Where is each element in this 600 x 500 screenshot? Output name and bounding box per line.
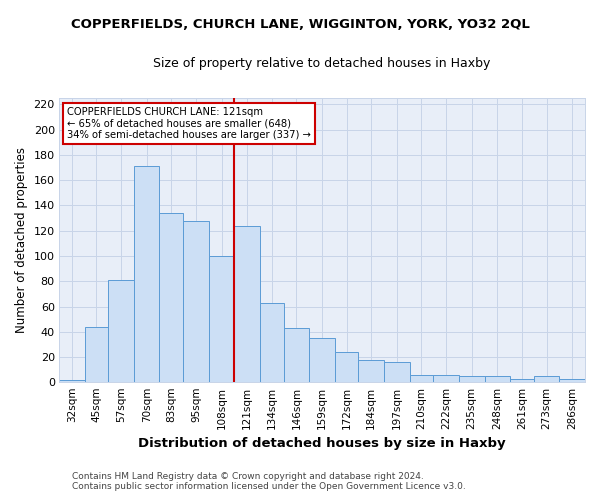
Y-axis label: Number of detached properties: Number of detached properties	[15, 147, 28, 333]
Bar	[235, 226, 260, 382]
Bar	[410, 375, 433, 382]
Text: COPPERFIELDS CHURCH LANE: 121sqm
← 65% of detached houses are smaller (648)
34% : COPPERFIELDS CHURCH LANE: 121sqm ← 65% o…	[67, 106, 311, 140]
Bar	[433, 375, 459, 382]
Bar	[108, 280, 134, 382]
X-axis label: Distribution of detached houses by size in Haxby: Distribution of detached houses by size …	[138, 437, 506, 450]
Bar	[335, 352, 358, 382]
Bar	[485, 376, 510, 382]
Bar	[284, 328, 309, 382]
Bar	[183, 220, 209, 382]
Bar	[209, 256, 235, 382]
Bar	[559, 378, 585, 382]
Text: Contains HM Land Registry data © Crown copyright and database right 2024.: Contains HM Land Registry data © Crown c…	[72, 472, 424, 481]
Title: Size of property relative to detached houses in Haxby: Size of property relative to detached ho…	[153, 58, 491, 70]
Bar	[309, 338, 335, 382]
Bar	[134, 166, 160, 382]
Text: COPPERFIELDS, CHURCH LANE, WIGGINTON, YORK, YO32 2QL: COPPERFIELDS, CHURCH LANE, WIGGINTON, YO…	[71, 18, 529, 30]
Bar	[534, 376, 559, 382]
Bar	[85, 327, 108, 382]
Bar	[510, 378, 534, 382]
Bar	[384, 362, 410, 382]
Bar	[459, 376, 485, 382]
Bar	[59, 380, 85, 382]
Bar	[160, 213, 183, 382]
Bar	[358, 360, 384, 382]
Text: Contains public sector information licensed under the Open Government Licence v3: Contains public sector information licen…	[72, 482, 466, 491]
Bar	[260, 303, 284, 382]
